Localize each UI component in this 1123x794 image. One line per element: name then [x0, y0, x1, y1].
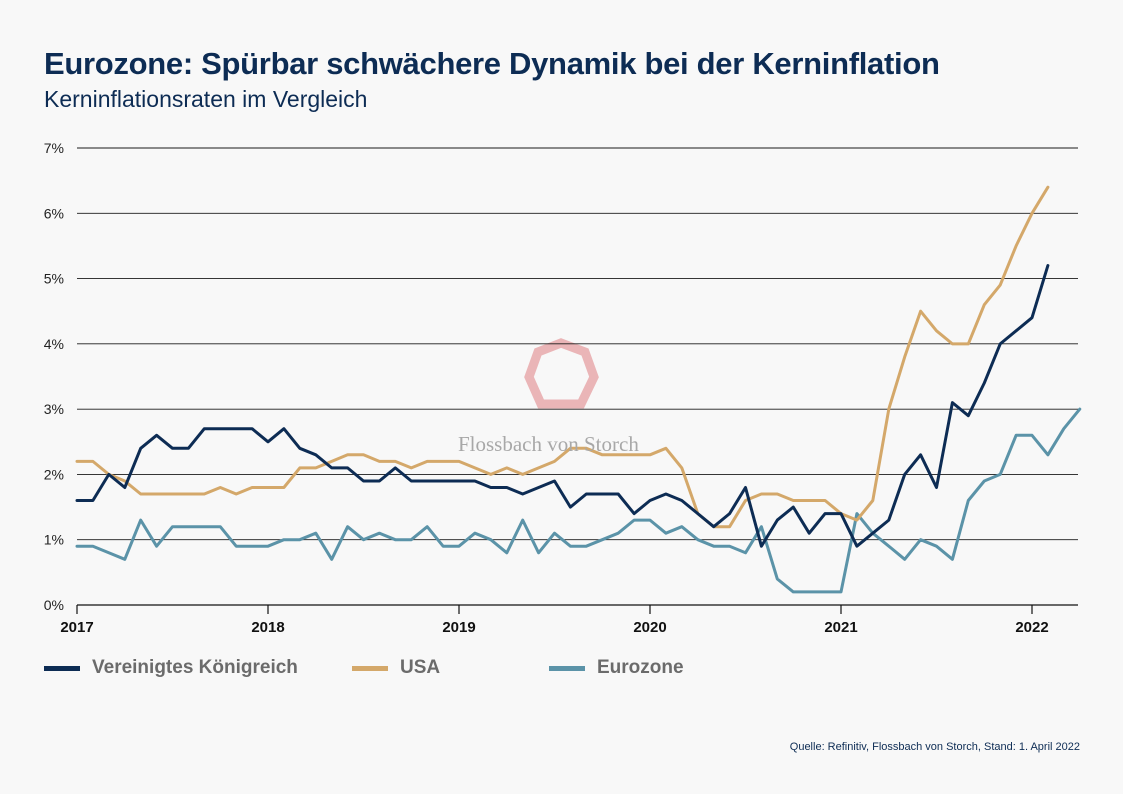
legend-item-uk: Vereinigtes Königreich	[44, 657, 352, 679]
legend-label-eurozone: Eurozone	[597, 657, 684, 678]
y-tick-label: 3%	[44, 401, 64, 417]
series-lines	[75, 185, 1082, 594]
y-tick-label: 7%	[44, 140, 64, 156]
legend: Vereinigtes Königreich USA Eurozone	[44, 657, 684, 679]
series-line-uk	[75, 264, 1050, 548]
x-tick-label: 2022	[1015, 619, 1048, 636]
x-tick-label: 2020	[633, 619, 666, 636]
legend-label-usa: USA	[400, 657, 441, 678]
legend-item-eurozone: Eurozone	[549, 657, 684, 679]
x-axis: 2017 2018 2019 2020 2021 2022	[60, 604, 1078, 636]
chart-subtitle: Kerninflationsraten im Vergleich	[44, 86, 368, 112]
y-tick-label: 5%	[44, 271, 64, 287]
series-line-eurozone	[75, 407, 1082, 594]
y-tick-label: 1%	[44, 532, 64, 548]
y-tick-label: 2%	[44, 466, 64, 482]
y-axis: 0% 1% 2% 3% 4% 5% 6% 7%	[44, 140, 64, 613]
x-tick-label: 2021	[824, 619, 857, 636]
source-note: Quelle: Refinitiv, Flossbach von Storch,…	[789, 741, 1080, 753]
chart-title: Eurozone: Spürbar schwächere Dynamik bei…	[44, 46, 940, 81]
x-tick-label: 2018	[251, 619, 284, 636]
watermark-text: Flossbach von Storch	[458, 432, 639, 456]
legend-swatch-eurozone	[549, 665, 585, 671]
x-tick-label: 2019	[442, 619, 475, 636]
watermark-logo	[524, 338, 599, 409]
y-tick-label: 0%	[44, 597, 64, 613]
series-line-usa	[75, 185, 1050, 529]
y-tick-label: 4%	[44, 336, 64, 352]
grid-lines	[77, 147, 1078, 541]
y-tick-label: 6%	[44, 205, 64, 221]
legend-swatch-uk	[44, 665, 80, 671]
legend-swatch-usa	[352, 665, 388, 671]
x-tick-label: 2017	[60, 619, 93, 636]
legend-label-uk: Vereinigtes Königreich	[92, 657, 298, 678]
legend-item-usa: USA	[352, 657, 549, 679]
